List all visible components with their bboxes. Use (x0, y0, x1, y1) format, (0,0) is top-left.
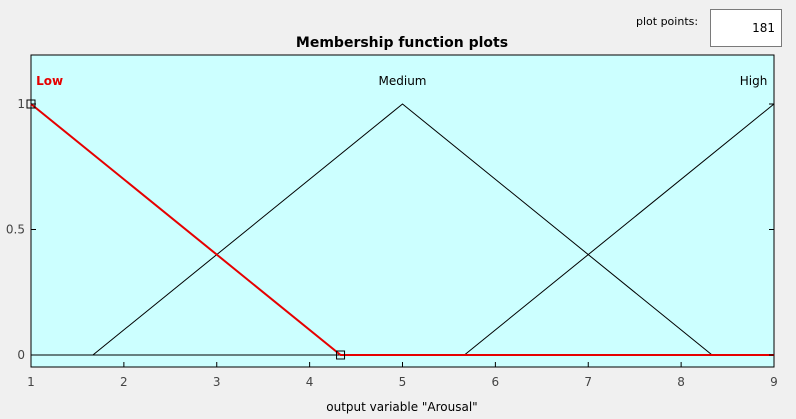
x-tick-label: 6 (492, 375, 500, 389)
y-tick-label: 0.5 (6, 223, 25, 237)
mf-handle-low[interactable] (336, 350, 346, 360)
mf-label-low[interactable]: Low (36, 74, 63, 88)
mf-label-medium[interactable]: Medium (379, 74, 427, 88)
mf-labels: Medium High Low (36, 74, 767, 88)
x-tick-label: 4 (306, 375, 314, 389)
x-tick-label: 5 (399, 375, 407, 389)
plot-area[interactable] (30, 54, 775, 368)
x-tick-label: 3 (213, 375, 221, 389)
x-axis-ticks: 1 2 3 4 5 6 7 8 9 (27, 362, 778, 389)
y-axis-ticks: 00.51 (6, 97, 774, 362)
y-tick-label: 1 (17, 97, 25, 111)
plot-points-label: plot points: (636, 15, 699, 28)
x-tick-label: 7 (584, 375, 592, 389)
x-tick-label: 2 (120, 375, 128, 389)
mf-line-low[interactable] (30, 103, 774, 356)
plot-points-input[interactable] (710, 9, 782, 47)
y-tick-label: 0 (17, 348, 25, 362)
x-tick-label: 9 (770, 375, 778, 389)
mf-label-high[interactable]: High (740, 74, 768, 88)
chart-title: Membership function plots (296, 35, 508, 51)
x-tick-label: 1 (27, 375, 35, 389)
x-axis-label: output variable "Arousal" (326, 400, 477, 414)
x-tick-label: 8 (677, 375, 685, 389)
